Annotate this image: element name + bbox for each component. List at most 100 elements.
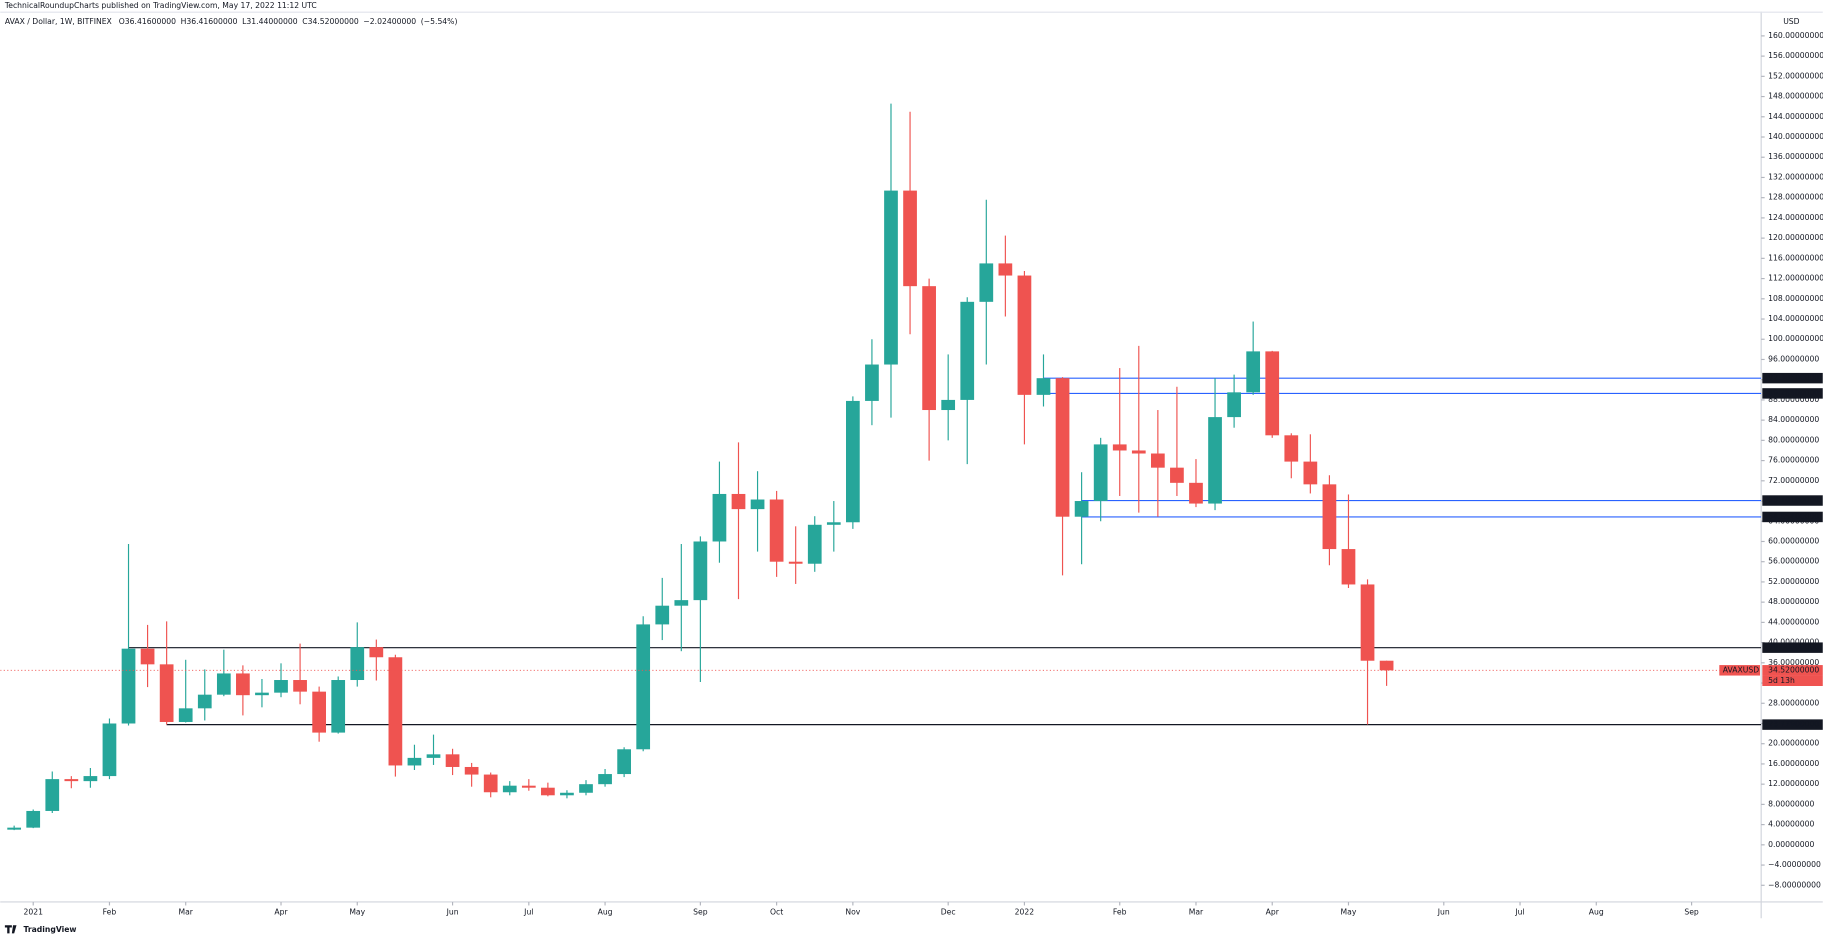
candle — [1112, 368, 1127, 496]
y-tick-label: 80.00000000 — [1768, 435, 1819, 444]
candle-body — [1150, 453, 1165, 468]
candle-body — [1265, 351, 1280, 436]
candle-body — [521, 785, 536, 788]
candle — [312, 686, 326, 742]
x-tick-label: Dec — [941, 907, 956, 916]
x-tick-label: Aug — [1589, 907, 1604, 916]
candle — [64, 776, 79, 789]
candle — [293, 643, 307, 705]
candle — [388, 654, 403, 777]
candle — [712, 461, 727, 563]
candle-body — [236, 673, 250, 696]
candle — [1074, 472, 1089, 565]
x-tick-label: Jul — [1514, 907, 1524, 916]
publisher-note: TechnicalRoundupCharts published on Trad… — [4, 1, 317, 10]
candle-body — [922, 286, 936, 411]
candle — [407, 744, 422, 771]
y-tick-label: 120.00000000 — [1768, 233, 1823, 242]
candle-body — [884, 190, 898, 365]
x-tick-label: Oct — [770, 907, 783, 916]
candle — [598, 768, 612, 787]
plot-area — [0, 103, 1762, 831]
y-tick-label: 152.00000000 — [1768, 71, 1823, 80]
candle — [655, 577, 670, 641]
candle — [102, 718, 117, 780]
candle-body — [865, 364, 879, 401]
candle — [26, 809, 41, 829]
candle — [350, 622, 365, 687]
candle-body — [693, 541, 708, 601]
candle — [1322, 475, 1337, 566]
level-label: 39.00000000 — [1768, 643, 1819, 652]
candle-body — [388, 657, 403, 766]
candle — [541, 782, 555, 797]
candle — [960, 297, 975, 465]
x-tick-label: May — [1341, 907, 1357, 916]
candle-body — [464, 766, 479, 775]
candle-body — [274, 680, 288, 693]
countdown-bg — [1762, 675, 1823, 686]
candle — [693, 536, 708, 683]
candle — [483, 772, 498, 798]
last-price-bg — [1762, 665, 1823, 676]
candle — [121, 544, 136, 726]
candle-body — [178, 708, 193, 722]
x-tick-label: Feb — [103, 907, 117, 916]
y-tick-label: 132.00000000 — [1768, 172, 1823, 181]
y-tick-label: 140.00000000 — [1768, 132, 1823, 141]
candle — [884, 103, 898, 418]
y-tick-label: 128.00000000 — [1768, 193, 1823, 202]
countdown-label: 5d 13h — [1768, 676, 1795, 685]
y-tick-label: 0.00000000 — [1768, 840, 1814, 849]
symbol-tag-bg — [1719, 665, 1761, 676]
candle — [159, 621, 174, 725]
candle — [1284, 433, 1299, 479]
y-tick-label: 144.00000000 — [1768, 112, 1823, 121]
candle-body — [769, 499, 784, 562]
candle-body — [83, 776, 98, 782]
chart-title: AVAX / Dollar, 1W, BITFINEX — [5, 17, 112, 26]
level-label-bg — [1762, 642, 1823, 653]
candle-body — [731, 493, 746, 510]
x-tick-label: Mar — [1189, 907, 1204, 916]
candle — [521, 779, 536, 791]
candle-body — [960, 301, 975, 400]
legend-value: L31.44000000 — [242, 17, 298, 26]
x-tick-label: Apr — [1266, 907, 1280, 916]
candle — [369, 639, 384, 681]
y-tick-label: 40.00000000 — [1768, 638, 1819, 647]
candle-body — [636, 624, 651, 750]
candle — [1360, 579, 1375, 725]
candle — [236, 665, 250, 716]
candle — [674, 544, 689, 652]
last-price-label: 34.52000000 — [1768, 665, 1819, 674]
y-tick-label: 12.00000000 — [1768, 779, 1819, 788]
candle-body — [502, 785, 517, 793]
candle — [1246, 321, 1261, 395]
y-tick-label: 84.00000000 — [1768, 415, 1819, 424]
candle — [1189, 459, 1203, 508]
candle-body — [541, 787, 555, 796]
y-tick-label: 112.00000000 — [1768, 274, 1823, 283]
x-tick-label: Apr — [274, 907, 288, 916]
candle-body — [1074, 501, 1089, 517]
y-tick-label: 56.00000000 — [1768, 557, 1819, 566]
x-tick-label: Feb — [1113, 907, 1127, 916]
brand-label: TradingView — [23, 925, 76, 934]
x-tick-label: Jun — [1437, 907, 1450, 916]
candle-body — [293, 680, 307, 692]
level-label: 23.77900000 — [1768, 720, 1819, 729]
candle — [1170, 386, 1184, 496]
candle — [617, 747, 631, 778]
level-label: 92.30600000 — [1768, 373, 1819, 382]
candle-body — [807, 524, 822, 564]
candle-body — [1360, 584, 1375, 661]
candle-body — [750, 499, 765, 510]
y-tick-label: 148.00000000 — [1768, 92, 1823, 101]
candle — [903, 111, 917, 335]
y-tick-label: 48.00000000 — [1768, 597, 1819, 606]
candle — [1131, 345, 1146, 513]
candle — [1036, 354, 1051, 407]
candle-body — [1093, 444, 1108, 502]
